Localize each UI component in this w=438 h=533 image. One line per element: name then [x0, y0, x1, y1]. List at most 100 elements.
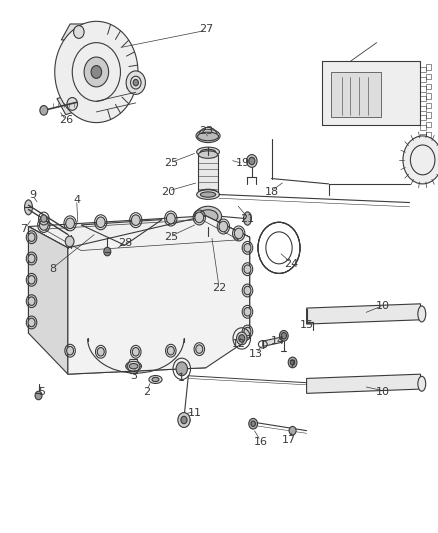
Bar — [426, 74, 431, 79]
Ellipse shape — [194, 206, 222, 227]
Circle shape — [41, 215, 47, 222]
Circle shape — [249, 157, 255, 165]
Circle shape — [181, 416, 187, 424]
Bar — [426, 103, 431, 108]
Ellipse shape — [200, 192, 215, 197]
Bar — [420, 77, 426, 82]
Circle shape — [244, 244, 251, 252]
Circle shape — [178, 413, 190, 427]
Polygon shape — [263, 337, 283, 346]
Text: 1: 1 — [178, 374, 185, 383]
Ellipse shape — [196, 130, 220, 143]
Text: 4: 4 — [73, 195, 80, 205]
Circle shape — [251, 421, 255, 426]
Circle shape — [166, 213, 175, 224]
Bar — [426, 64, 431, 70]
Bar — [420, 67, 426, 72]
Circle shape — [28, 297, 35, 305]
Ellipse shape — [149, 375, 162, 384]
Circle shape — [96, 217, 105, 228]
Ellipse shape — [198, 189, 218, 197]
Circle shape — [176, 362, 187, 376]
Text: 15: 15 — [300, 320, 314, 330]
Text: 26: 26 — [59, 115, 73, 125]
Text: 13: 13 — [249, 350, 263, 359]
Circle shape — [266, 232, 292, 264]
Circle shape — [132, 348, 139, 356]
Circle shape — [289, 426, 296, 435]
Bar — [426, 141, 431, 147]
Circle shape — [35, 391, 42, 400]
Circle shape — [97, 348, 104, 356]
Text: 5: 5 — [38, 387, 45, 397]
Ellipse shape — [198, 132, 219, 141]
Circle shape — [244, 327, 251, 336]
Text: 11: 11 — [188, 408, 202, 418]
Ellipse shape — [129, 364, 138, 369]
Bar — [420, 115, 426, 120]
Polygon shape — [57, 93, 83, 115]
Circle shape — [239, 335, 245, 342]
Text: 2: 2 — [143, 387, 150, 397]
Ellipse shape — [198, 151, 218, 158]
Circle shape — [39, 220, 48, 230]
Polygon shape — [307, 374, 420, 393]
Text: 28: 28 — [118, 238, 132, 247]
Text: 9: 9 — [29, 190, 36, 199]
Circle shape — [244, 286, 251, 295]
Polygon shape — [307, 304, 420, 324]
Circle shape — [65, 236, 74, 247]
Circle shape — [28, 276, 35, 284]
Circle shape — [237, 332, 247, 345]
Circle shape — [91, 66, 102, 78]
Ellipse shape — [25, 200, 32, 215]
Text: 19: 19 — [236, 158, 250, 167]
Text: 18: 18 — [265, 187, 279, 197]
Circle shape — [67, 98, 78, 110]
Text: 17: 17 — [282, 435, 296, 445]
Circle shape — [234, 228, 243, 239]
Text: 12: 12 — [232, 339, 246, 349]
Circle shape — [55, 21, 138, 123]
Ellipse shape — [126, 361, 141, 371]
Bar — [322, 61, 420, 125]
Circle shape — [28, 318, 35, 327]
Circle shape — [67, 346, 74, 355]
Circle shape — [167, 346, 174, 355]
Text: 24: 24 — [284, 259, 298, 269]
Polygon shape — [68, 341, 206, 374]
Bar — [426, 112, 431, 118]
Circle shape — [281, 333, 286, 339]
Bar — [426, 122, 431, 127]
Ellipse shape — [244, 212, 251, 225]
Circle shape — [74, 26, 84, 38]
Circle shape — [133, 79, 138, 86]
Circle shape — [219, 221, 228, 232]
Text: 20: 20 — [162, 187, 176, 197]
Circle shape — [247, 155, 257, 167]
Circle shape — [28, 233, 35, 241]
Ellipse shape — [197, 147, 219, 157]
Bar — [198, 155, 218, 193]
Circle shape — [290, 360, 295, 365]
Bar — [420, 86, 426, 92]
Ellipse shape — [418, 306, 426, 322]
Circle shape — [244, 265, 251, 273]
Circle shape — [403, 136, 438, 184]
Text: 25: 25 — [164, 158, 178, 167]
Circle shape — [131, 215, 140, 225]
Polygon shape — [28, 227, 68, 374]
Bar — [426, 84, 431, 89]
Text: 22: 22 — [212, 283, 226, 293]
Bar — [420, 144, 426, 149]
Circle shape — [195, 212, 204, 223]
Bar — [426, 132, 431, 137]
Text: 7: 7 — [21, 224, 28, 234]
Bar — [420, 106, 426, 111]
Bar — [420, 125, 426, 130]
Bar — [420, 134, 426, 140]
Circle shape — [244, 308, 251, 316]
Circle shape — [40, 106, 48, 115]
Text: 10: 10 — [376, 302, 390, 311]
Circle shape — [288, 357, 297, 368]
